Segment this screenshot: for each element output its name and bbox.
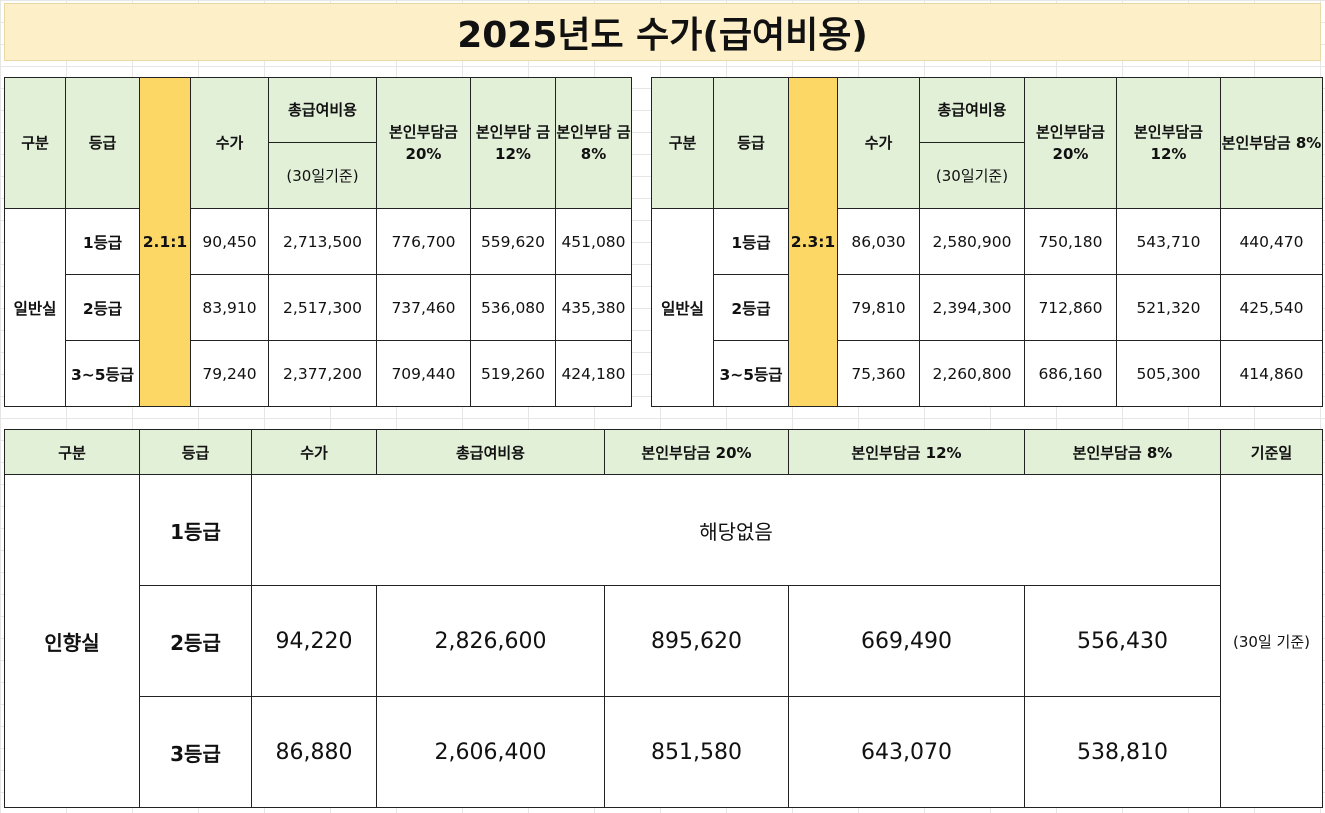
ratio-label: 2.1:1 [142,233,188,251]
copay-8-cell: 556,430 [1024,585,1221,697]
total-cell: 2,713,500 [268,208,377,275]
copay-20-cell: 737,460 [376,274,471,341]
table-row: 3등급 86,880 2,606,400 851,580 643,070 538… [5,696,1323,808]
copay-12-cell: 519,260 [470,340,556,407]
fee-cell: 83,910 [190,274,269,341]
header-copay-8: 본인부담금 8% [1220,77,1323,209]
copay-20-cell: 895,620 [604,585,789,697]
header-total: 총급여비용 [376,429,605,475]
table-row: 2등급 83,910 2,517,300 737,460 536,080 435… [5,274,632,341]
grade-cell: 2등급 [713,274,789,341]
header-grade: 등급 [65,77,140,209]
ratio-label: 2.3:1 [790,233,836,251]
total-cell: 2,394,300 [919,274,1025,341]
header-total-basis: (30일기준) [919,142,1025,209]
total-cell: 2,260,800 [919,340,1025,407]
header-total-basis: (30일기준) [268,142,377,209]
total-cell: 2,606,400 [376,696,605,808]
copay-8-cell: 538,810 [1024,696,1221,808]
ratio-cell: 2.1:1 [139,77,191,407]
copay-8-cell: 451,080 [555,208,632,275]
header-copay-12: 본인부담 금 12% [470,77,556,209]
grade-cell: 1등급 [65,208,140,275]
copay-20-cell: 776,700 [376,208,471,275]
copay-20-cell: 709,440 [376,340,471,407]
copay-12-cell: 559,620 [470,208,556,275]
table-row: 3~5등급 79,240 2,377,200 709,440 519,260 4… [5,340,632,407]
copay-20-cell: 851,580 [604,696,789,808]
copay-12-cell: 505,300 [1116,340,1221,407]
header-category: 구분 [4,429,140,475]
header-total: 총급여비용 [919,77,1025,143]
fee-cell: 75,360 [837,340,920,407]
header-copay-20: 본인부담금 20% [1024,77,1117,209]
table-row: 일반실 1등급 90,450 2,713,500 776,700 559,620… [4,208,632,407]
grade-cell: 1등급 [139,474,252,586]
header-copay-12: 본인부담금 12% [788,429,1025,475]
header-total: 총급여비용 [268,77,377,143]
header-copay-20: 본인부담금 20% [376,77,471,209]
page-title: 2025년도 수가(급여비용) [4,3,1321,61]
not-applicable-cell: 해당없음 [251,474,1221,586]
header-category: 구분 [4,77,66,209]
table-row: 인향실 1등급 해당없음 (30일 기준) [4,474,1323,808]
header-grade: 등급 [713,77,789,209]
header-fee: 수가 [251,429,377,475]
copay-8-cell: 414,860 [1220,340,1323,407]
ratio-cell: 2.3:1 [788,77,838,407]
header-copay-12: 본인부담금 12% [1116,77,1221,209]
fee-cell: 79,810 [837,274,920,341]
fee-table-general-2-3: 구분 등급 2.3:1 수가 총급여비용 본인부담금 20% 본인부담금 12%… [651,77,1323,407]
grade-cell: 2등급 [139,585,252,697]
basis-cell: (30일 기준) [1220,474,1323,808]
fee-cell: 90,450 [190,208,269,275]
category-cell: 인향실 [4,474,140,808]
header-copay-8: 본인부담금 8% [1024,429,1221,475]
header-copay-20: 본인부담금 20% [604,429,789,475]
copay-12-cell: 669,490 [788,585,1025,697]
fee-cell: 94,220 [251,585,377,697]
fee-cell: 79,240 [190,340,269,407]
table-row: 2등급 79,810 2,394,300 712,860 521,320 425… [652,274,1323,341]
fee-table-general-2-1: 구분 등급 2.1:1 수가 총급여비용 본인부담금 20% 본인부담 금 12… [4,77,632,407]
copay-12-cell: 536,080 [470,274,556,341]
header-copay-8: 본인부담 금 8% [555,77,632,209]
category-cell: 일반실 [651,208,714,407]
table-row: 3~5등급 75,360 2,260,800 686,160 505,300 4… [652,340,1323,407]
total-cell: 2,517,300 [268,274,377,341]
fee-cell: 86,880 [251,696,377,808]
copay-8-cell: 424,180 [555,340,632,407]
total-cell: 2,377,200 [268,340,377,407]
copay-12-cell: 643,070 [788,696,1025,808]
grade-cell: 3~5등급 [65,340,140,407]
copay-20-cell: 712,860 [1024,274,1117,341]
grade-cell: 3등급 [139,696,252,808]
table-row: 일반실 1등급 86,030 2,580,900 750,180 543,710… [651,208,1323,407]
copay-12-cell: 543,710 [1116,208,1221,275]
copay-8-cell: 440,470 [1220,208,1323,275]
total-cell: 2,580,900 [919,208,1025,275]
header-grade: 등급 [139,429,252,475]
fee-table-inhyang: 구분 등급 수가 총급여비용 본인부담금 20% 본인부담금 12% 본인부담금… [4,429,1323,808]
copay-20-cell: 750,180 [1024,208,1117,275]
header-fee: 수가 [837,77,920,209]
header-fee: 수가 [190,77,269,209]
category-cell: 일반실 [4,208,66,407]
copay-8-cell: 425,540 [1220,274,1323,341]
table-row: 2등급 94,220 2,826,600 895,620 669,490 556… [5,585,1323,697]
fee-cell: 86,030 [837,208,920,275]
grade-cell: 2등급 [65,274,140,341]
copay-8-cell: 435,380 [555,274,632,341]
copay-12-cell: 521,320 [1116,274,1221,341]
total-cell: 2,826,600 [376,585,605,697]
grade-cell: 3~5등급 [713,340,789,407]
grade-cell: 1등급 [713,208,789,275]
header-basis: 기준일 [1220,429,1323,475]
copay-20-cell: 686,160 [1024,340,1117,407]
header-category: 구분 [651,77,714,209]
